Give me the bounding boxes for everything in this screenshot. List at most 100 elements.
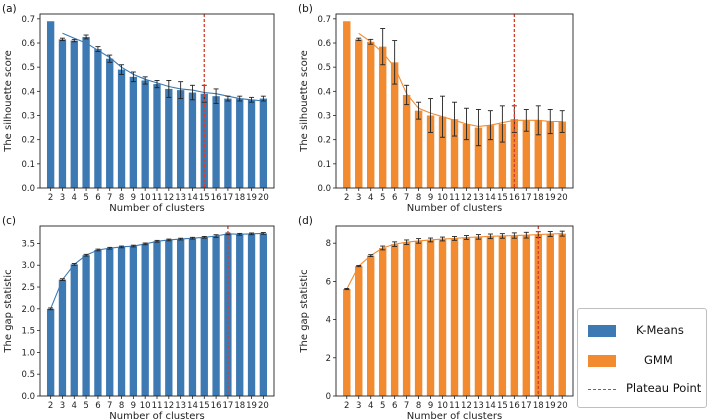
error-bar-15 (201, 236, 207, 239)
x-tick-label: 16 (509, 193, 520, 203)
error-bar-7 (404, 239, 410, 245)
bar-5 (378, 247, 387, 396)
x-tick-label: 8 (119, 193, 124, 203)
x-tick-label: 13 (473, 401, 484, 411)
x-tick-label: 9 (428, 401, 433, 411)
x-tick-label: 20 (557, 193, 568, 203)
error-bar-7 (404, 84, 410, 106)
y-axis-label: The gap statistic (3, 269, 14, 353)
y-tick-label: 8 (326, 239, 331, 249)
bar-19 (247, 233, 256, 396)
bar-6 (94, 249, 102, 396)
bar-6 (390, 62, 399, 189)
trend-line (62, 32, 264, 102)
error-bar-13 (178, 81, 184, 100)
x-tick-label: 16 (509, 401, 520, 411)
bar-14 (188, 238, 197, 396)
error-bar-14 (487, 233, 493, 240)
bar-19 (546, 121, 554, 188)
x-tick-label: 19 (246, 401, 257, 411)
bar-7 (402, 242, 411, 396)
x-tick-label: 3 (60, 193, 65, 203)
bar-12 (462, 123, 471, 188)
y-tick-label: 1.5 (21, 327, 35, 337)
error-bar-9 (428, 237, 434, 243)
bar-3 (58, 279, 67, 396)
bar-16 (212, 236, 220, 396)
bar-18 (534, 120, 542, 188)
error-bar-19 (249, 96, 255, 103)
error-bar-3 (356, 265, 362, 268)
error-bar-4 (368, 254, 374, 258)
x-tick-label: 11 (152, 193, 163, 203)
error-bar-20 (260, 95, 266, 102)
error-bar-6 (95, 46, 101, 52)
x-tick-label: 12 (461, 401, 472, 411)
bar-12 (462, 237, 471, 396)
x-tick-label: 16 (211, 193, 222, 203)
error-bar-10 (440, 95, 446, 138)
error-bar-6 (95, 248, 101, 252)
error-bar-3 (59, 37, 65, 42)
error-bar-3 (59, 278, 65, 281)
x-tick-label: 3 (356, 193, 361, 203)
bar-9 (129, 246, 138, 396)
x-tick-label: 9 (131, 193, 136, 203)
x-tick-label: 6 (95, 193, 100, 203)
x-axis-label: Number of clusters (407, 203, 502, 214)
bar-4 (367, 255, 375, 396)
x-tick-label: 8 (119, 401, 124, 411)
x-tick-label: 5 (83, 193, 88, 203)
y-tick-label: 0.4 (317, 87, 331, 97)
x-tick-label: 7 (404, 401, 409, 411)
error-bar-13 (178, 237, 184, 241)
y-tick-label: 2.0 (21, 305, 35, 315)
y-tick-label: 4 (326, 316, 331, 326)
y-tick-label: 0.0 (21, 392, 35, 402)
bar-7 (106, 248, 114, 396)
legend-item-plateau (588, 381, 616, 397)
x-tick-label: 15 (497, 193, 508, 203)
bar-9 (426, 239, 435, 396)
bar-19 (546, 234, 554, 396)
x-tick-label: 4 (72, 401, 77, 411)
y-tick-label: 0.7 (317, 15, 331, 25)
bar-5 (378, 46, 387, 188)
y-tick-label: 0.0 (21, 184, 35, 194)
error-bar-14 (189, 236, 195, 240)
error-bar-20 (559, 110, 565, 133)
x-tick-label: 19 (545, 193, 556, 203)
y-axis-label: The silhouette score (299, 50, 310, 153)
error-bar-14 (189, 84, 195, 101)
x-tick-label: 6 (95, 401, 100, 411)
bar-16 (510, 119, 519, 188)
panel-tag: (d) (298, 215, 313, 227)
y-tick-label: 3.5 (21, 239, 35, 249)
x-tick-label: 14 (187, 401, 198, 411)
y-axis-label: The gap statistic (299, 269, 310, 353)
error-bar-10 (142, 242, 148, 246)
legend-item-kmeans (588, 323, 616, 339)
x-tick-label: 13 (473, 193, 484, 203)
y-tick-label: 0.2 (317, 136, 331, 146)
bar-8 (117, 69, 126, 188)
panel-tag: (a) (2, 3, 17, 15)
bar-17 (522, 120, 531, 188)
error-bar-6 (392, 241, 398, 247)
legend-label-plateau: Plateau Point (626, 381, 702, 395)
bar-13 (474, 236, 483, 396)
error-bar-20 (260, 232, 266, 235)
error-bar-8 (416, 238, 422, 244)
panel-tag: (b) (298, 3, 313, 15)
x-tick-label: 6 (392, 193, 397, 203)
bar-18 (534, 234, 542, 396)
legend-label-gmm: GMM (644, 353, 673, 367)
x-tick-label: 12 (163, 193, 174, 203)
error-bar-9 (428, 98, 434, 133)
bar-18 (236, 98, 244, 188)
error-bar-17 (225, 95, 231, 102)
error-bar-18 (237, 232, 243, 236)
error-bar-4 (368, 38, 374, 45)
legend: K-Means GMM Plateau Point (577, 308, 707, 408)
bar-9 (426, 115, 435, 188)
